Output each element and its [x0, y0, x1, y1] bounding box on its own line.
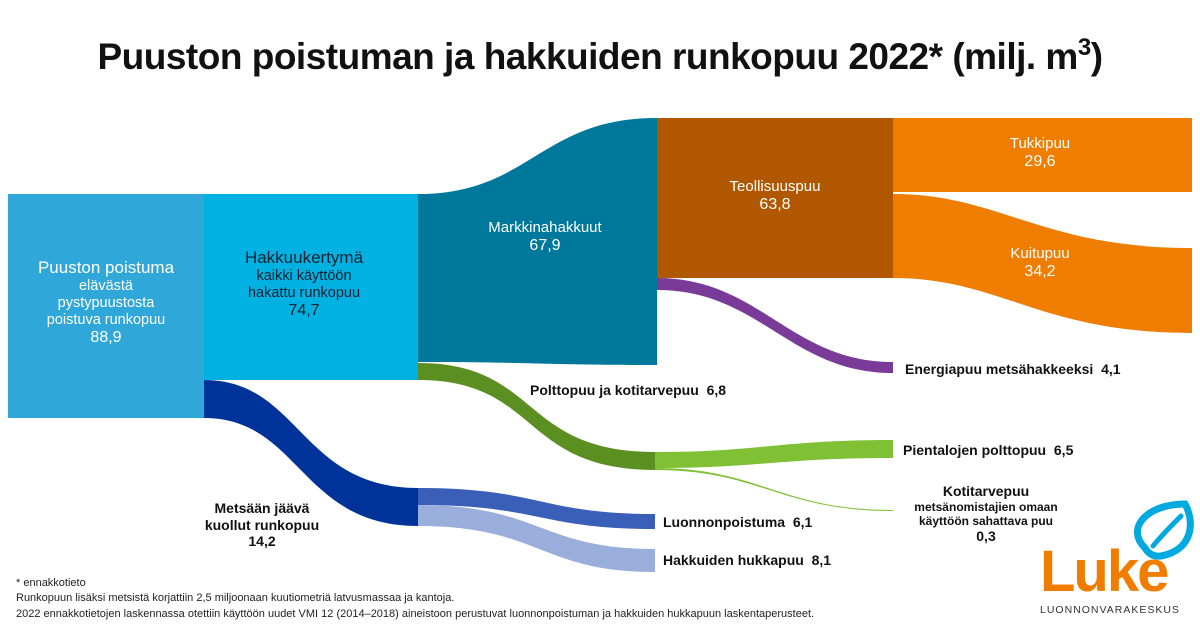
chart-title: Puuston poistuman ja hakkuiden runkopuu …: [97, 34, 1103, 77]
label-hakkuukertyma: Hakkuukertymä kaikki käyttöön hakattu ru…: [244, 248, 364, 320]
label-hukkapuu: Hakkuiden hukkapuu 8,1: [663, 552, 832, 568]
footnote: * ennakkotieto: [16, 577, 86, 589]
node-teollisuuspuu: [657, 118, 893, 278]
label-kotitarvepuu: Kotitarvepuu metsänomistajien omaan käyt…: [914, 483, 1058, 544]
flow-kotitarvepuu: [655, 468, 893, 511]
flow-tukkipuu: [893, 118, 1192, 192]
node-hakkuukertyma: [204, 194, 418, 380]
label-markkinahakkuut: Markkinahakkuut 67,9: [488, 219, 602, 254]
label-puuston-poistuma: Puuston poistuma elävästä pystypuustosta…: [37, 258, 175, 347]
label-metsaan-jaava: Metsään jäävä kuollut runkopuu 14,2: [204, 500, 320, 550]
flow-markkinahakkuut: [418, 118, 657, 365]
label-kuitupuu: Kuitupuu 34,2: [1010, 245, 1070, 280]
label-luonnonpoistuma: Luonnonpoistuma 6,1: [663, 514, 813, 530]
flow-kuitupuu: [893, 194, 1192, 333]
flow-pientalojen: [655, 440, 893, 468]
footnote: Runkopuun lisäksi metsistä korjattiin 2,…: [16, 592, 455, 605]
footnote: 2022 ennakkotietojen laskennassa otettii…: [16, 607, 815, 620]
flow-polttopuu: [418, 363, 655, 470]
label-tukkipuu: Tukkipuu 29,6: [1009, 135, 1071, 170]
label-pientalojen: Pientalojen polttopuu 6,5: [903, 442, 1074, 458]
logo-wordmark: Luke: [1040, 539, 1169, 604]
flow-energiapuu: [657, 278, 893, 373]
label-teollisuuspuu: Teollisuuspuu 63,8: [729, 178, 821, 213]
logo-subtitle: LUONNONVARAKESKUS: [1040, 604, 1180, 616]
label-polttopuu: Polttopuu ja kotitarvepuu 6,8: [530, 382, 727, 398]
flow-metsaan-jaava: [204, 380, 418, 526]
flow-luonnonpoistuma: [418, 488, 655, 529]
flow-hukkapuu: [418, 505, 655, 572]
label-energiapuu: Energiapuu metsähakkeeksi 4,1: [905, 361, 1121, 377]
footnotes: * ennakkotieto Runkopuun lisäksi metsist…: [16, 576, 814, 622]
node-puuston-poistuma: [8, 194, 204, 418]
leaf-icon: [1134, 500, 1194, 560]
